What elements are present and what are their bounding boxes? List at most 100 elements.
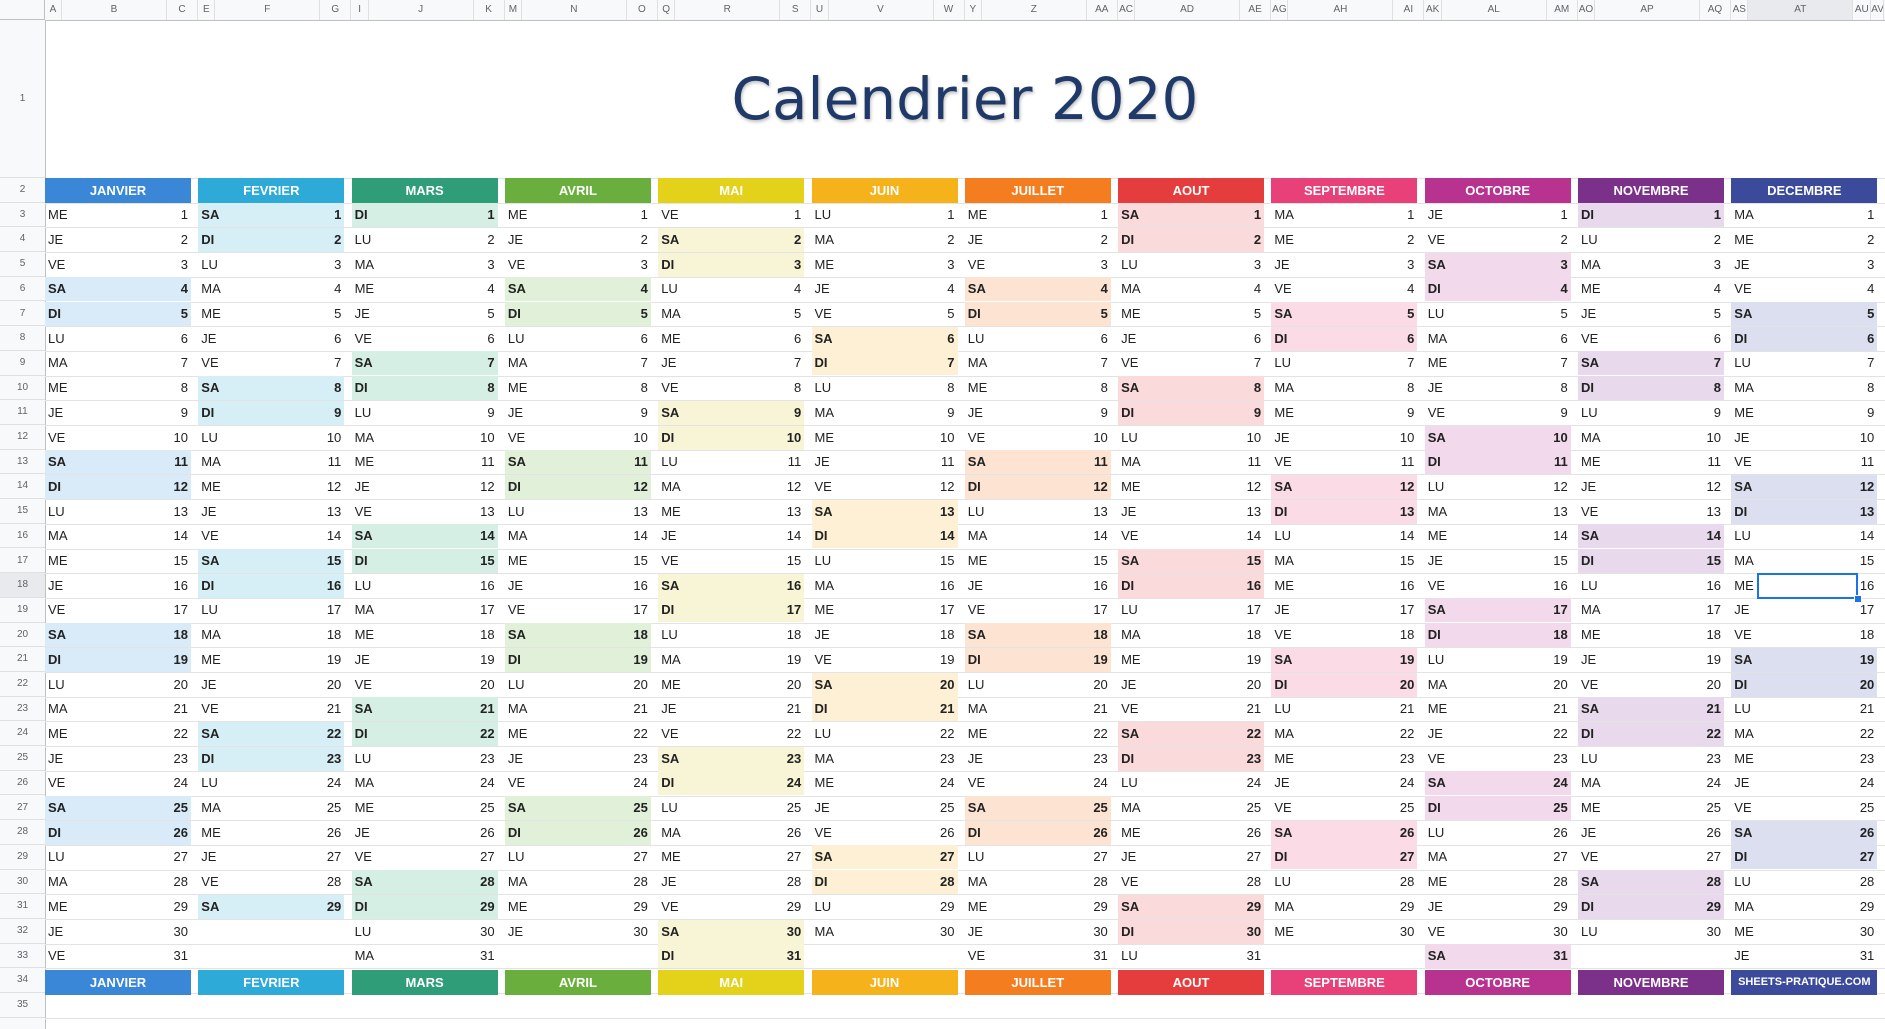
day-cell[interactable]: DI 29 [1578, 894, 1724, 919]
day-cell[interactable]: MA 29 [1271, 895, 1417, 919]
day-cell[interactable]: JE 24 [1271, 771, 1417, 795]
day-cell[interactable]: MA 22 [1271, 722, 1417, 746]
day-cell[interactable]: DI 4 [1424, 277, 1571, 302]
day-cell[interactable]: JE 9 [965, 401, 1111, 425]
day-cell[interactable]: MA 24 [352, 771, 498, 795]
day-cell[interactable]: SA 26 [1271, 820, 1418, 845]
day-cell[interactable]: DI 26 [504, 820, 651, 845]
day-cell[interactable]: JE 18 [812, 623, 958, 647]
day-cell[interactable]: LU 10 [1118, 426, 1264, 450]
row-header[interactable]: 3 [0, 203, 45, 228]
row-header[interactable]: 5 [0, 252, 45, 277]
day-cell[interactable]: ME 21 [1425, 697, 1571, 721]
day-cell[interactable]: MA 4 [1118, 277, 1264, 301]
day-cell[interactable]: ME 11 [352, 450, 498, 474]
day-cell[interactable]: SA 11 [504, 450, 651, 475]
day-cell[interactable]: ME 26 [1118, 821, 1264, 845]
day-cell[interactable]: DI 23 [1118, 746, 1265, 771]
day-cell[interactable]: JE 13 [1118, 500, 1264, 524]
day-cell[interactable]: ME 10 [812, 426, 958, 450]
day-cell[interactable]: LU 30 [352, 920, 498, 944]
day-cell[interactable]: DI 31 [658, 944, 805, 969]
column-header[interactable]: M [505, 0, 522, 20]
day-cell[interactable]: MA 30 [812, 920, 958, 944]
day-cell[interactable]: LU 17 [1118, 598, 1264, 622]
day-cell[interactable]: MA 29 [1731, 895, 1877, 919]
day-cell[interactable]: SA 30 [658, 919, 805, 944]
day-cell[interactable]: MA 11 [1118, 450, 1264, 474]
day-cell[interactable]: SA 26 [1731, 820, 1878, 845]
column-header[interactable]: AH [1288, 0, 1394, 20]
day-cell[interactable]: JE 16 [505, 574, 651, 598]
day-cell[interactable]: VE 27 [1578, 845, 1724, 869]
day-cell[interactable]: DI 5 [504, 302, 651, 326]
day-cell[interactable]: VE 5 [812, 302, 958, 326]
day-cell[interactable]: VE 10 [965, 426, 1111, 450]
day-cell[interactable]: ME 8 [965, 376, 1111, 400]
day-cell[interactable]: JE 31 [1731, 944, 1877, 968]
day-cell[interactable]: DI 2 [198, 227, 345, 252]
day-cell[interactable]: DI 13 [1731, 499, 1878, 524]
day-cell[interactable]: JE 26 [1578, 821, 1724, 845]
row-header[interactable]: 17 [0, 549, 45, 574]
column-header[interactable]: S [780, 0, 812, 20]
day-cell[interactable]: DI 15 [351, 549, 498, 573]
day-cell[interactable]: MA 8 [1271, 376, 1417, 400]
day-cell[interactable]: SA 11 [964, 450, 1111, 475]
row-header[interactable]: 10 [0, 376, 45, 401]
day-cell[interactable]: SA 21 [1578, 697, 1724, 722]
day-cell[interactable]: SA 1 [198, 203, 345, 228]
column-header[interactable]: B [62, 0, 167, 20]
day-cell[interactable]: JE 1 [1425, 203, 1571, 227]
row-header[interactable]: 32 [0, 919, 45, 944]
day-cell[interactable]: MA 2 [812, 228, 958, 252]
fill-handle[interactable] [1854, 594, 1863, 603]
day-cell[interactable]: JE 22 [1425, 722, 1571, 746]
day-cell[interactable]: LU 24 [198, 771, 344, 795]
day-cell[interactable]: LU 20 [505, 673, 651, 697]
day-cell[interactable]: SA 1 [1118, 203, 1265, 228]
day-cell[interactable]: DI 26 [964, 820, 1111, 845]
select-all-corner[interactable] [0, 0, 45, 20]
day-cell[interactable]: LU 27 [505, 845, 651, 869]
day-cell[interactable]: JE 10 [1271, 426, 1417, 450]
day-cell[interactable]: SA 5 [1271, 302, 1418, 326]
day-cell[interactable]: LU 21 [1271, 697, 1417, 721]
day-cell[interactable]: VE 9 [1425, 401, 1571, 425]
column-header[interactable]: Y [965, 0, 982, 20]
day-cell[interactable]: LU 28 [1731, 870, 1877, 894]
day-cell[interactable]: DI 29 [351, 894, 498, 919]
day-cell[interactable]: DI 15 [1578, 549, 1724, 573]
day-cell[interactable]: ME 17 [812, 598, 958, 622]
day-cell[interactable]: LU 9 [1578, 401, 1724, 425]
day-cell[interactable]: DI 20 [1271, 672, 1418, 697]
day-cell[interactable]: LU 25 [658, 796, 804, 820]
day-cell[interactable]: ME 15 [45, 549, 191, 573]
day-cell[interactable]: VE 27 [352, 845, 498, 869]
day-cell[interactable]: SA 16 [658, 573, 805, 598]
day-cell[interactable]: LU 13 [505, 500, 651, 524]
day-cell[interactable]: ME 3 [812, 253, 958, 277]
day-cell[interactable]: VE 3 [505, 253, 651, 277]
day-cell[interactable]: VE 26 [812, 821, 958, 845]
day-cell[interactable]: MA 23 [812, 747, 958, 771]
day-cell[interactable]: VE 2 [1425, 228, 1571, 252]
day-cell[interactable]: DI 22 [351, 721, 498, 746]
day-cell[interactable]: SA 7 [1578, 351, 1724, 376]
day-cell[interactable]: JE 2 [45, 228, 191, 252]
day-cell[interactable]: MA 17 [352, 598, 498, 622]
day-cell[interactable]: DI 12 [504, 474, 651, 499]
day-cell[interactable]: ME 9 [1731, 401, 1877, 425]
day-cell[interactable]: LU 22 [812, 722, 958, 746]
day-cell[interactable]: ME 2 [1271, 228, 1417, 252]
day-cell[interactable]: ME 22 [965, 722, 1111, 746]
day-cell[interactable]: JE 4 [812, 277, 958, 301]
row-header[interactable]: 19 [0, 598, 45, 623]
day-cell[interactable]: MA 5 [658, 302, 804, 326]
day-cell[interactable]: DI 27 [1731, 845, 1878, 870]
day-cell[interactable]: SA 8 [1118, 376, 1265, 401]
day-cell[interactable]: ME 16 [1271, 574, 1417, 598]
day-cell[interactable]: VE 18 [1271, 623, 1417, 647]
day-cell[interactable]: JE 12 [352, 475, 498, 499]
day-cell[interactable]: SA 20 [811, 672, 958, 697]
